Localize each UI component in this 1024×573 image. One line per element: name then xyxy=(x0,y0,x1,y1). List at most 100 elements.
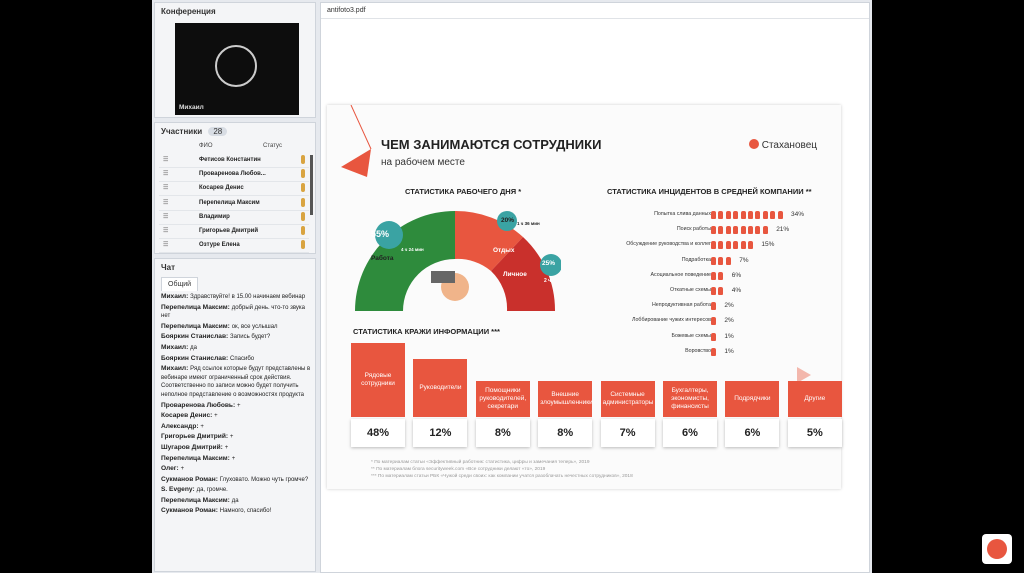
brand-logo-icon xyxy=(748,139,759,149)
status-icon xyxy=(301,240,305,250)
incident-label: Подработка xyxy=(681,256,711,263)
theft-value: 8% xyxy=(475,419,530,447)
incidents-title: СТАТИСТИКА ИНЦИДЕНТОВ В СРЕДНЕЙ КОМПАНИИ… xyxy=(607,187,812,196)
message-author: Косарев Денис: xyxy=(161,412,213,420)
participants-scrollbar[interactable] xyxy=(310,155,313,215)
chat-message: Косарев Денис: + xyxy=(161,412,313,421)
message-text: Глуховато. Можно чуть громче? xyxy=(219,476,309,483)
chat-message: Перепелица Максим: добрый день. что-то з… xyxy=(161,304,313,321)
person-icon xyxy=(711,271,716,280)
message-author: Сукманов Роман: xyxy=(161,507,218,515)
incident-value: 1% xyxy=(724,332,734,340)
message-author: Григорьев Дмитрий: xyxy=(161,433,229,441)
theft-label: Внешние злоумышленники xyxy=(540,391,593,406)
person-icon xyxy=(725,241,731,250)
participants-panel: Участники 28 ФИО Статус ☰ Фетисов Констан… xyxy=(154,122,316,254)
brand-logo: Стахановец xyxy=(748,139,817,151)
chat-title: Чат xyxy=(161,263,175,272)
message-text: да, громче. xyxy=(196,487,228,494)
message-author: Михаил: xyxy=(161,293,189,300)
message-text: Намного, спасибо! xyxy=(219,508,272,515)
brand-name: Стахановец xyxy=(761,140,817,151)
speaker-video[interactable]: Михаил xyxy=(175,23,299,115)
work-pct: 55% xyxy=(371,229,390,239)
rest-label: Отдых xyxy=(493,247,515,254)
chat-message: Проваренова Любовь: + xyxy=(161,402,313,411)
person-icon xyxy=(711,287,716,295)
chat-message: Сукманов Роман: Глуховато. Можно чуть гр… xyxy=(161,476,313,485)
menu-icon: ☰ xyxy=(163,242,169,249)
person-icon xyxy=(711,241,716,250)
channel-logo-icon xyxy=(982,534,1012,564)
menu-icon: ☰ xyxy=(163,185,169,192)
theft-value: 12% xyxy=(413,419,468,447)
incident-row: Обсуждение руководства и коллег 15% xyxy=(607,241,807,251)
incident-row: Поиск работы 21% xyxy=(607,226,807,236)
theft-bar: Другие xyxy=(787,381,842,417)
participant-row[interactable]: ☰ Озтуре Елена xyxy=(159,239,309,254)
person-icon xyxy=(740,211,746,219)
user-avatar-icon xyxy=(215,45,257,87)
incident-value: 2% xyxy=(724,302,734,310)
incident-label: Божевые схемы xyxy=(671,332,711,339)
participant-name: Григорьев Дмитрий xyxy=(199,228,259,234)
person-icon xyxy=(747,226,753,235)
participant-row[interactable]: ☰ Владимир xyxy=(159,211,309,225)
theft-bar: Помощники руководителей, секретари xyxy=(475,381,530,417)
menu-icon: ☰ xyxy=(163,213,169,220)
chat-message: Перепелица Максим: да xyxy=(161,497,313,506)
person-icon xyxy=(711,256,716,265)
person-icon xyxy=(711,302,716,311)
person-icon xyxy=(718,241,724,250)
conference-title: Конференция xyxy=(161,7,216,16)
incident-label: Попытка слива данных xyxy=(654,211,711,217)
person-icon xyxy=(725,256,731,265)
message-text: + xyxy=(224,444,229,451)
participant-row[interactable]: ☰ Косарев Денис xyxy=(159,182,309,197)
chat-tab-general[interactable]: Общий xyxy=(161,277,199,291)
column-name[interactable]: ФИО xyxy=(199,143,213,149)
message-text: да xyxy=(231,497,239,504)
message-author: Михаил: xyxy=(161,343,189,351)
person-icon xyxy=(718,287,724,295)
participant-row[interactable]: ☰ Григорьев Дмитрий xyxy=(159,225,309,239)
participant-row[interactable]: ☰ Перепелица Максим xyxy=(159,197,309,211)
participant-row[interactable]: ☰ Фетисов Константин xyxy=(159,154,309,168)
chat-message: Бояркин Станислав: Запись будет? xyxy=(161,333,313,342)
status-icon xyxy=(301,183,305,193)
column-status[interactable]: Статус xyxy=(263,143,282,149)
person-icon xyxy=(777,211,783,219)
message-text: Запись будет? xyxy=(230,334,271,341)
chat-message: Перепелица Максим: ок, все услышал xyxy=(161,323,313,332)
personal-label: Личное xyxy=(503,271,527,278)
chat-message: Михаил: да xyxy=(161,344,313,353)
menu-icon: ☰ xyxy=(163,171,169,178)
message-text: + xyxy=(180,466,185,473)
person-icon xyxy=(711,347,716,356)
person-icon xyxy=(711,226,716,235)
webinar-app: Конференция Михаил Участники 28 ФИО Стат… xyxy=(152,0,872,573)
participant-name: Владимир xyxy=(199,213,230,220)
message-author: Александр: xyxy=(161,422,199,430)
work-label: Работа xyxy=(371,255,394,262)
message-text: + xyxy=(214,413,218,420)
incident-row: Непродуктивная работа 2% xyxy=(607,302,807,312)
work-time: 4 ч 24 мин xyxy=(401,247,424,252)
incident-label: Асоциальное поведение xyxy=(650,271,711,278)
participant-name: Фетисов Константин xyxy=(199,157,261,163)
participant-row[interactable]: ☰ Проваренова Любов... xyxy=(159,168,309,183)
chat-message: Михаил: Здравствуйте! в 15.00 начинаем в… xyxy=(161,293,313,302)
status-icon xyxy=(301,169,305,179)
participant-name: Проваренова Любов... xyxy=(199,171,266,178)
message-text: добрый день. что-то звука нет xyxy=(161,304,305,320)
message-text: да xyxy=(190,344,198,351)
participants-count: 28 xyxy=(208,127,228,136)
chat-message: Олег: + xyxy=(161,465,313,474)
incident-row: Асоциальное поведение 6% xyxy=(607,271,807,282)
chat-message: S. Evgeny: да, громче. xyxy=(161,486,313,495)
status-icon xyxy=(301,211,305,221)
speaker-name: Михаил xyxy=(179,104,204,111)
incident-value: 7% xyxy=(739,256,749,264)
person-icon xyxy=(762,211,768,219)
theft-bar: Системные администраторы xyxy=(600,381,655,417)
